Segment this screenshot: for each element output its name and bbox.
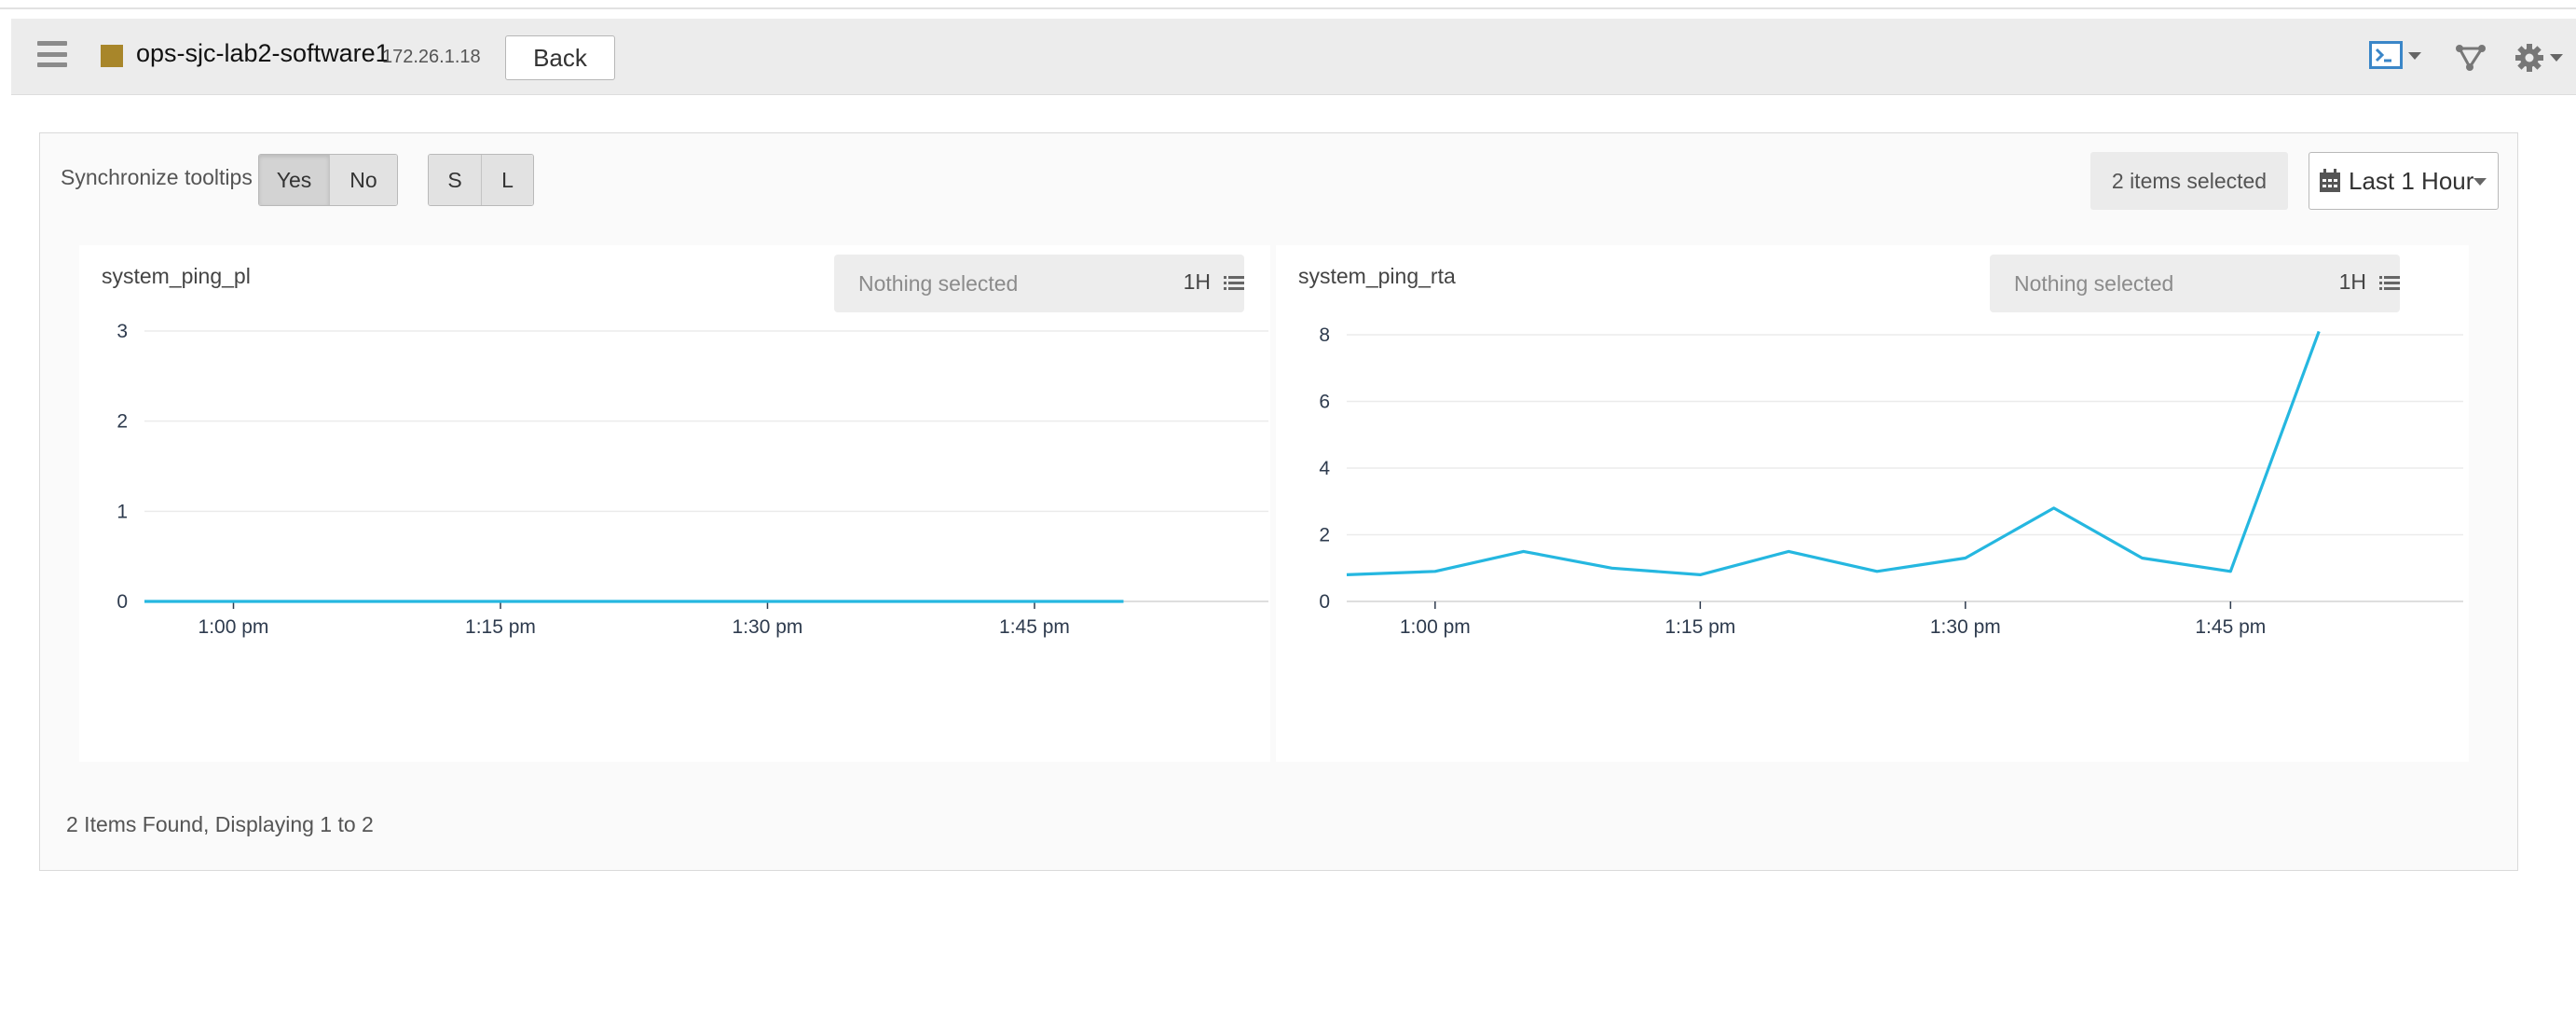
y-tick-label: 6 [1319, 392, 1330, 413]
calendar-icon [2320, 169, 2340, 192]
x-tick-label: 1:30 pm [733, 616, 803, 638]
x-tick-label: 1:45 pm [2195, 616, 2266, 638]
series-selector-placeholder: Nothing selected [2014, 271, 2174, 296]
y-tick-label: 2 [1319, 525, 1330, 546]
y-tick-label: 1 [116, 501, 128, 522]
y-tick-label: 0 [1319, 591, 1330, 613]
chart-card-ping-pl: system_ping_pl Nothing selected 1H 0 1 2 3 1… [79, 245, 1270, 762]
x-tick-label: 1:15 pm [1665, 616, 1735, 638]
results-count: 2 Items Found, Displaying 1 to 2 [66, 812, 374, 836]
terminal-menu-button[interactable] [2369, 37, 2425, 76]
series-selector[interactable]: Nothing selected 1H [1990, 255, 2400, 312]
size-large-button[interactable]: L [480, 155, 533, 205]
ping-rta-chart: 0 2 4 6 8 1:00 pm 1:15 pm 1:30 pm 1:45 pm [1319, 324, 2463, 638]
chevron-down-icon [2408, 52, 2421, 60]
menu-icon[interactable] [37, 41, 67, 67]
device-name: ops-sjc-lab2-software1 [136, 39, 390, 67]
topology-button[interactable] [2455, 37, 2492, 76]
chevron-down-icon [2550, 54, 2563, 62]
chart-title: system_ping_pl [102, 264, 251, 288]
back-button[interactable]: Back [505, 35, 615, 80]
sync-tooltips-toggle: Yes No [258, 154, 398, 206]
y-tick-label: 2 [116, 411, 128, 433]
series-selector-range: 1H [1183, 269, 1211, 294]
top-border [0, 0, 2576, 9]
series-selector[interactable]: Nothing selected 1H [834, 255, 1244, 312]
x-tick-label: 1:00 pm [1400, 616, 1471, 638]
topology-icon [2456, 45, 2486, 71]
device-header: ops-sjc-lab2-software1 172.26.1.18 Back [11, 19, 2576, 95]
chart-title: system_ping_rta [1298, 264, 1456, 288]
sync-no-button[interactable]: No [328, 155, 397, 205]
size-small-button[interactable]: S [429, 155, 481, 205]
chevron-down-icon [2473, 178, 2487, 186]
series-selector-range: 1H [2338, 269, 2366, 294]
settings-menu-button[interactable] [2514, 37, 2570, 76]
ping-pl-chart: 0 1 2 3 1:00 pm 1:15 pm 1:30 pm 1:45 pm [116, 321, 1268, 638]
device-ip: 172.26.1.18 [382, 47, 481, 67]
y-tick-label: 4 [1319, 458, 1330, 479]
y-tick-label: 8 [1319, 324, 1330, 346]
x-tick-label: 1:30 pm [1930, 616, 2001, 638]
y-tick-label: 3 [116, 321, 128, 342]
sync-tooltips-label: Synchronize tooltips [61, 165, 253, 189]
x-tick-label: 1:00 pm [199, 616, 269, 638]
list-icon [2379, 276, 2400, 290]
series-selector-placeholder: Nothing selected [858, 271, 1019, 296]
gear-icon [2515, 44, 2543, 72]
x-tick-label: 1:15 pm [465, 616, 536, 638]
chart-card-ping-rta: system_ping_rta Nothing selected 1H 0 2 4 6… [1276, 245, 2469, 762]
chart-size-toggle: S L [428, 154, 534, 206]
x-tick-label: 1:45 pm [999, 616, 1070, 638]
terminal-icon [2369, 41, 2403, 69]
list-icon [1224, 276, 1244, 290]
time-range-label: Last 1 Hour [2349, 166, 2474, 195]
time-range-dropdown[interactable]: Last 1 Hour [2309, 152, 2499, 210]
items-selected-dropdown[interactable]: 2 items selected [2090, 152, 2288, 210]
device-color-swatch [101, 45, 123, 67]
sync-yes-button[interactable]: Yes [259, 155, 329, 205]
y-tick-label: 0 [116, 591, 128, 613]
series-line [1346, 330, 2321, 576]
graphs-panel: Synchronize tooltips Yes No S L 2 items … [39, 132, 2518, 871]
